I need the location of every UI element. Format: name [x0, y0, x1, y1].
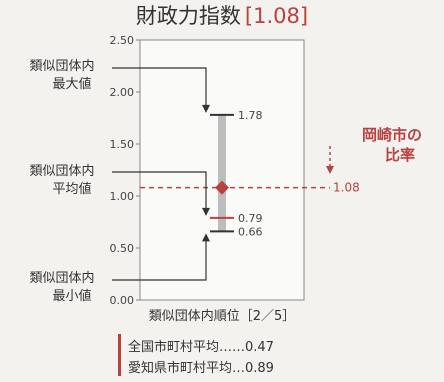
- city-ratio-value: 1.08: [333, 181, 360, 195]
- range-bar: [218, 114, 226, 232]
- y-tick-label: 2.00: [110, 86, 135, 99]
- max-arrowhead: [202, 104, 210, 113]
- min-arrowhead: [202, 233, 210, 242]
- y-axis-ticks: 0.00 0.50 1.00 1.50 2.00 2.50: [110, 34, 140, 307]
- average-connector-arrow: [112, 171, 207, 210]
- average-arrowhead: [202, 207, 210, 216]
- y-tick-label: 0.00: [110, 294, 135, 307]
- min-connector-arrow: [112, 239, 207, 281]
- connector-arrowheads: [202, 104, 210, 242]
- chart-title-value: [1.08]: [245, 4, 308, 28]
- legend-prefecture-average: 愛知県市町村平均…0.89: [128, 360, 274, 376]
- min-annotation-line2: 最小値: [52, 288, 91, 304]
- average-annotation-line2: 平均値: [52, 181, 91, 197]
- city-annotation-line2: 比率: [385, 146, 415, 164]
- legend-marker: [118, 334, 121, 376]
- min-annotation-line1: 類似団体内: [29, 270, 94, 286]
- x-axis-label: 類似団体内順位［2／5］: [149, 308, 296, 324]
- y-tick-label: 0.50: [110, 242, 135, 255]
- chart-title-text: 財政力指数: [136, 4, 241, 28]
- y-tick-label: 2.50: [110, 34, 135, 47]
- legend-national-average: 全国市町村平均……0.47: [128, 339, 274, 355]
- max-value-label: 1.78: [238, 109, 263, 122]
- average-annotation-line1: 類似団体内: [29, 163, 94, 179]
- city-annotation-arrowhead: [326, 166, 334, 174]
- max-connector-arrow: [112, 67, 207, 107]
- min-value-label: 0.66: [238, 225, 263, 238]
- average-value-label: 0.79: [238, 212, 263, 225]
- max-annotation-line2: 最大値: [52, 76, 91, 92]
- y-tick-label: 1.50: [110, 138, 135, 151]
- y-tick-label: 1.00: [110, 190, 135, 203]
- chart-title: 財政力指数 [1.08]: [136, 4, 308, 28]
- city-annotation-line1: 岡崎市の: [362, 126, 422, 144]
- city-ratio-point: [215, 180, 229, 195]
- annotation-connectors: [112, 67, 207, 281]
- max-annotation-line1: 類似団体内: [29, 58, 94, 74]
